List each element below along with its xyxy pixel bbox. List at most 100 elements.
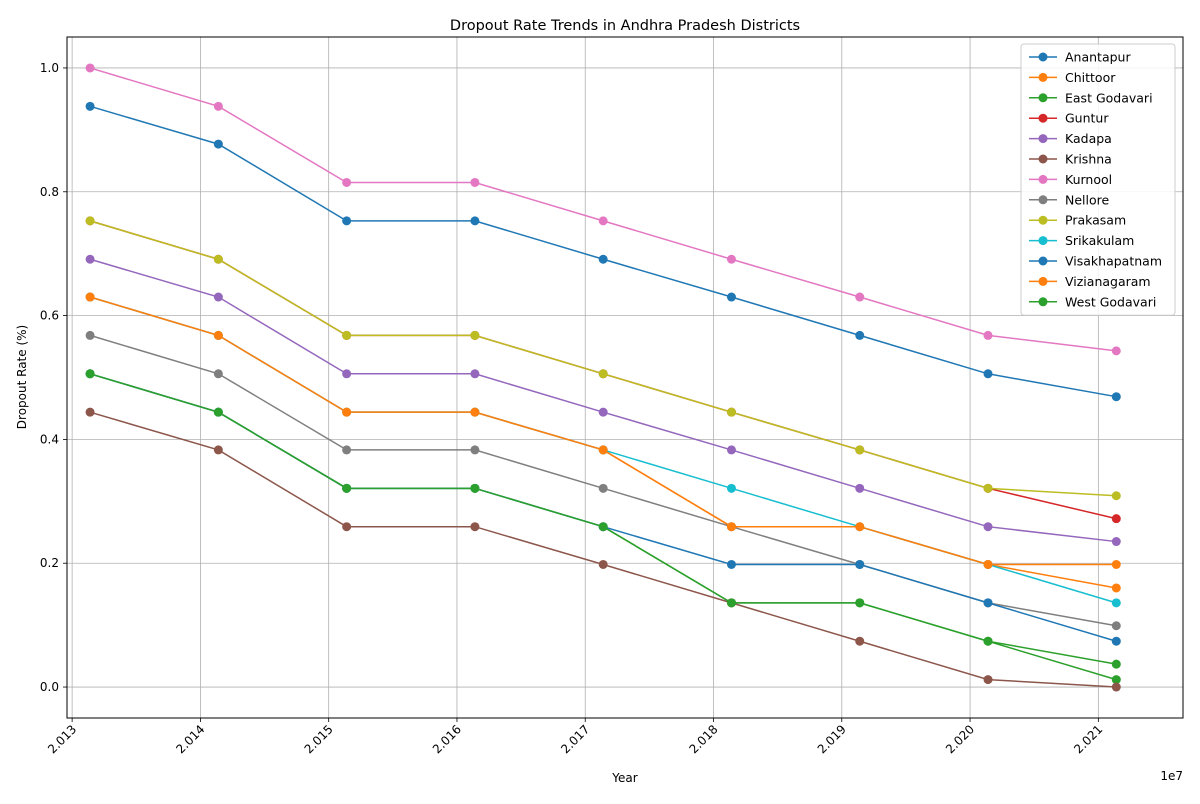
legend-swatch-marker: [1038, 276, 1048, 286]
axes-frame: [66, 36, 1184, 719]
data-point-west-godavari: [855, 598, 865, 608]
y-tick-label: 0.8: [40, 185, 59, 199]
y-tick-label: 0.6: [40, 309, 59, 323]
data-point-kurnool: [85, 63, 95, 73]
x-tick-label: 2.014: [173, 722, 207, 756]
data-point-prakasam: [470, 330, 480, 340]
data-point-kadapa: [470, 369, 480, 379]
data-point-prakasam: [855, 445, 865, 455]
data-point-west-godavari: [470, 483, 480, 493]
legend-swatch-marker: [1038, 72, 1048, 82]
data-point-anantapur: [342, 216, 352, 226]
data-point-kurnool: [983, 330, 993, 340]
x-tick-label: 2.017: [558, 722, 592, 756]
data-point-west-godavari: [983, 636, 993, 646]
legend-label: East Godavari: [1065, 90, 1153, 105]
data-point-west-godavari: [726, 598, 736, 608]
legend-swatch-marker: [1038, 113, 1048, 123]
data-point-krishna: [1111, 682, 1121, 692]
legend-swatch-marker: [1038, 195, 1048, 205]
series-prakasam: [85, 216, 1121, 501]
series-vizianagaram: [85, 292, 1121, 569]
data-point-vizianagaram: [855, 522, 865, 532]
data-point-west-godavari: [213, 407, 223, 417]
data-point-vizianagaram: [1111, 559, 1121, 569]
data-point-prakasam: [598, 369, 608, 379]
legend-item-krishna: Krishna: [1029, 152, 1112, 167]
legend-item-kurnool: Kurnool: [1029, 172, 1112, 187]
legend-item-prakasam: Prakasam: [1029, 213, 1126, 228]
data-point-visakhapatnam: [1111, 636, 1121, 646]
legend-item-guntur: Guntur: [1029, 111, 1109, 126]
data-point-vizianagaram: [983, 559, 993, 569]
data-point-nellore: [342, 445, 352, 455]
data-point-prakasam: [726, 407, 736, 417]
legend-swatch-marker: [1038, 134, 1048, 144]
data-point-krishna: [85, 407, 95, 417]
x-tick-label: 2.018: [686, 722, 720, 756]
data-point-visakhapatnam: [726, 559, 736, 569]
legend-label: Krishna: [1065, 152, 1112, 167]
legend-label: Srikakulam: [1065, 233, 1134, 248]
series-kurnool: [85, 63, 1121, 356]
legend-item-east-godavari: East Godavari: [1029, 90, 1153, 105]
data-point-kurnool: [598, 216, 608, 226]
data-point-krishna: [983, 675, 993, 685]
legend-item-srikakulam: Srikakulam: [1029, 233, 1134, 248]
data-point-anantapur: [1111, 392, 1121, 402]
data-point-nellore: [213, 369, 223, 379]
legend-item-vizianagaram: Vizianagaram: [1029, 274, 1151, 289]
legend-swatch-marker: [1038, 154, 1048, 164]
series-kadapa: [85, 254, 1121, 547]
data-point-kadapa: [983, 522, 993, 532]
data-point-anantapur: [598, 254, 608, 264]
data-point-prakasam: [342, 330, 352, 340]
data-point-anantapur: [470, 216, 480, 226]
x-axis-label: Year: [611, 771, 637, 785]
series-anantapur: [85, 101, 1121, 402]
data-point-nellore: [85, 330, 95, 340]
y-tick-label: 0.0: [40, 680, 59, 694]
legend-label: Anantapur: [1065, 50, 1131, 65]
data-point-west-godavari: [598, 522, 608, 532]
x-tick-label: 2.021: [1071, 722, 1105, 756]
legend-swatch-marker: [1038, 52, 1048, 62]
legend-swatch-marker: [1038, 297, 1048, 307]
data-point-anantapur: [726, 292, 736, 302]
legend: Anantapur Chittoor East Godavari Guntur Kada…: [1020, 43, 1176, 316]
series-line-kadapa: [89, 258, 1117, 543]
data-point-krishna: [342, 522, 352, 532]
legend-frame: [1020, 43, 1176, 316]
data-point-anantapur: [855, 330, 865, 340]
x-tick-label: 2.020: [943, 722, 977, 756]
data-point-vizianagaram: [598, 445, 608, 455]
data-point-east-godavari: [1111, 675, 1121, 685]
x-tick-label: 2.015: [302, 722, 336, 756]
grid-lines: [67, 37, 1183, 718]
legend-swatch-marker: [1038, 93, 1048, 103]
series-line-chittoor: [89, 296, 1117, 589]
data-point-kadapa: [85, 254, 95, 264]
data-point-kadapa: [1111, 537, 1121, 547]
data-point-visakhapatnam: [983, 598, 993, 608]
axis-ticks: 2.013 2.014 2.015 2.016 2.017 2.018 2.019 2.020…: [40, 61, 1106, 756]
data-point-anantapur: [983, 369, 993, 379]
data-point-kadapa: [855, 483, 865, 493]
legend-label: West Godavari: [1065, 294, 1156, 309]
x-tick-label: 2.016: [430, 722, 464, 756]
data-point-anantapur: [85, 101, 95, 111]
y-tick-label: 0.4: [40, 432, 59, 446]
data-point-kurnool: [342, 177, 352, 187]
data-point-west-godavari: [342, 483, 352, 493]
legend-swatch-marker: [1038, 174, 1048, 184]
legend-item-west-godavari: West Godavari: [1029, 294, 1156, 309]
data-point-kurnool: [213, 101, 223, 111]
data-point-nellore: [470, 445, 480, 455]
data-point-krishna: [598, 559, 608, 569]
data-point-visakhapatnam: [855, 559, 865, 569]
data-point-vizianagaram: [85, 292, 95, 302]
data-point-kurnool: [855, 292, 865, 302]
data-point-west-godavari: [85, 369, 95, 379]
